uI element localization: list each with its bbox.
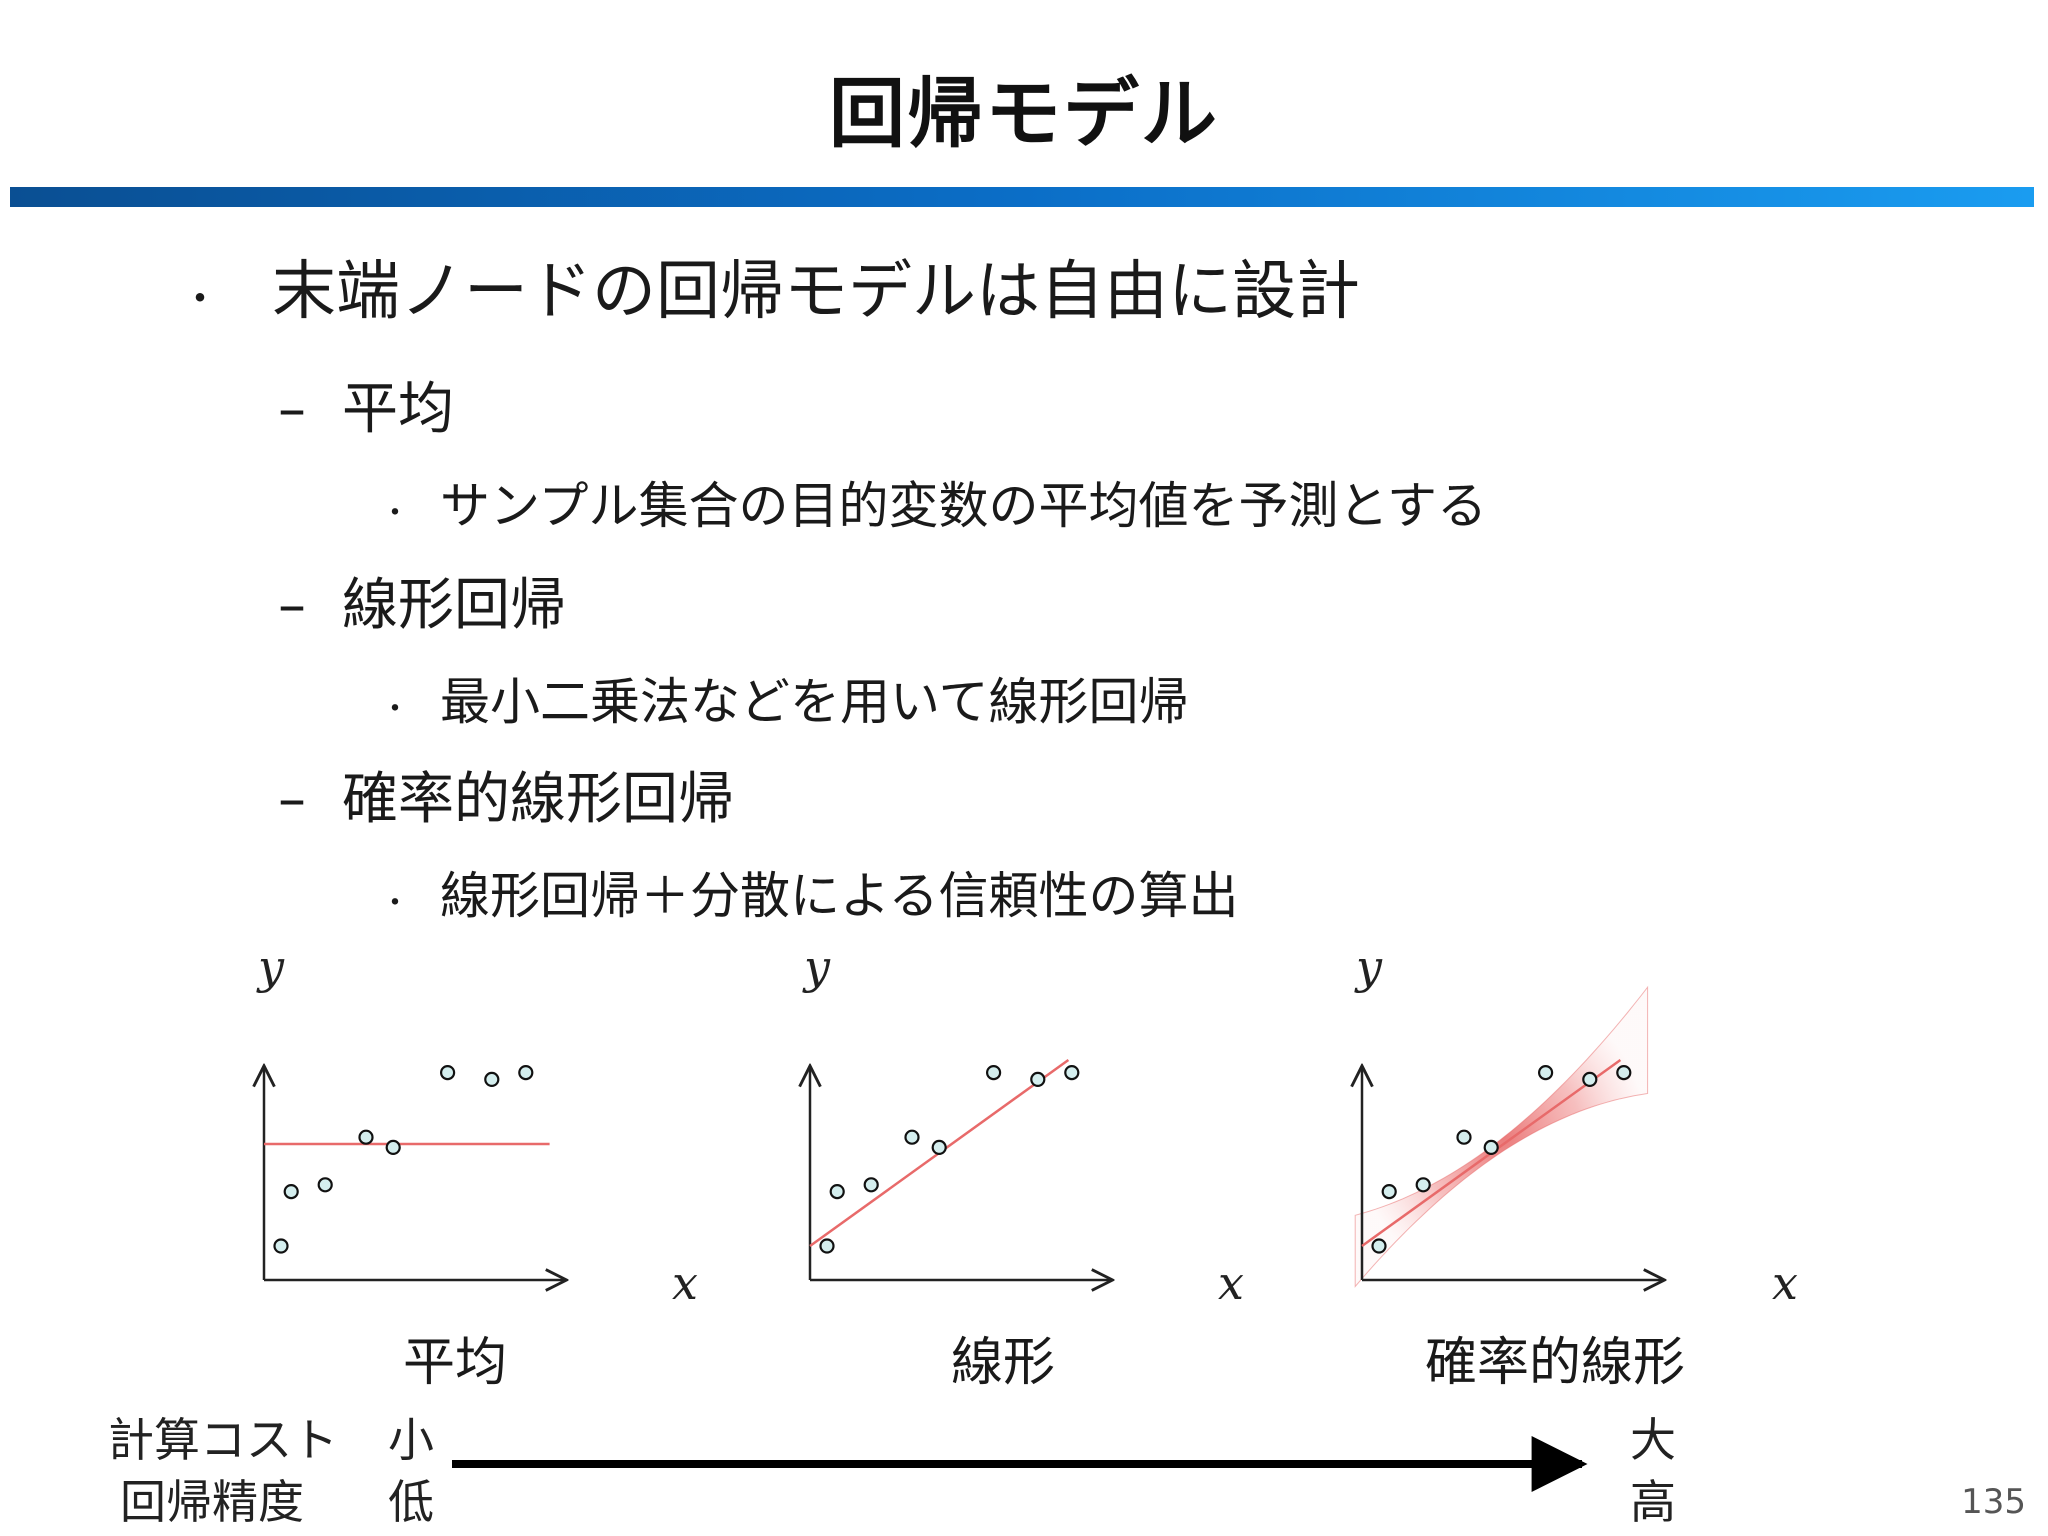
detail-linear-text: 最小二乗法などを用いて線形回帰 [440, 673, 1189, 731]
plot3-caption: 確率的線形 [1424, 1333, 1685, 1393]
bullet-main-text: 末端ノードの回帰モデルは自由に設計 [272, 255, 1360, 329]
accuracy-label: 回帰精度 [120, 1475, 304, 1529]
sub-bullet-probabilistic-label: 確率的線形回帰 [342, 767, 734, 832]
bullet-dot: ・ [180, 276, 220, 323]
detail-average: ・サンプル集合の目的変数の平均値を予測とする [380, 466, 1487, 538]
plot2-data-point [1064, 1064, 1080, 1081]
sub-bullet-linear: – 線形回帰 [278, 560, 566, 641]
sub-bullet-probabilistic: – 確率的線形回帰 [278, 754, 734, 835]
slide-title: 回帰モデル [829, 69, 1219, 158]
plot3-data-point [1582, 1071, 1598, 1088]
accuracy-high: 高 [1630, 1475, 1676, 1529]
sub-bullet-linear-label: 線形回帰 [342, 573, 566, 638]
plot1-data-point [358, 1129, 374, 1145]
bullet-main: ・ 末端ノードの回帰モデルは自由に設計 [180, 240, 1360, 332]
plot3-data-point [1456, 1129, 1472, 1145]
plot2-data-point [863, 1177, 879, 1193]
bullet-dot: ・ [380, 495, 410, 531]
accuracy-low: 低 [388, 1475, 434, 1529]
plot2-data-point [985, 1064, 1002, 1081]
plot2-x-label: x [1218, 1256, 1244, 1310]
bullet-dot: ・ [380, 885, 410, 921]
plot2-data-point [931, 1139, 947, 1156]
plot1-data-point [317, 1177, 333, 1193]
plot1-data-point [283, 1183, 299, 1200]
plot1-data-point [273, 1238, 289, 1254]
plot3-data-point [1537, 1064, 1554, 1081]
plot2-caption: 線形 [950, 1333, 1055, 1393]
plot3-data-point [1381, 1183, 1397, 1200]
plot3-data-point [1616, 1064, 1632, 1081]
plot2-data-point [1030, 1071, 1046, 1088]
cost-high: 大 [1630, 1413, 1676, 1467]
plot2-data-point [829, 1183, 845, 1200]
detail-linear: ・最小二乗法などを用いて線形回帰 [380, 662, 1189, 734]
detail-probabilistic-text: 線形回帰＋分散による信頼性の算出 [440, 867, 1239, 925]
plot2-data-point [819, 1238, 835, 1254]
plot3-data-point [1415, 1177, 1431, 1193]
plot1-caption: 平均 [402, 1333, 507, 1393]
plot1-data-point [440, 1064, 456, 1081]
plot3-data-point [1371, 1238, 1387, 1254]
sub-bullet-average-label: 平均 [342, 377, 454, 442]
dash-marker: – [278, 767, 306, 832]
detail-probabilistic: ・線形回帰＋分散による信頼性の算出 [380, 856, 1239, 928]
title-underline-bar [10, 187, 2034, 207]
plot3-x-label: x [1772, 1256, 1798, 1310]
plot2-y-label: y [804, 940, 830, 994]
page-number: 135 [1961, 1482, 2026, 1522]
detail-average-text: サンプル集合の目的変数の平均値を予測とする [440, 477, 1487, 535]
plot3-data-point [1483, 1139, 1499, 1156]
dash-marker: – [278, 377, 306, 442]
cost-label: 計算コスト [108, 1413, 338, 1467]
plot1-y-label: y [258, 940, 284, 994]
dash-marker: – [278, 573, 306, 638]
sub-bullet-average: – 平均 [278, 364, 454, 445]
plot1-data-point [484, 1071, 500, 1088]
plot2-data-point [904, 1129, 920, 1145]
plot1-data-point [385, 1139, 401, 1156]
bullet-dot: ・ [380, 691, 410, 727]
plot1-data-point [518, 1064, 534, 1081]
plot1-x-label: x [672, 1256, 698, 1310]
cost-low: 小 [388, 1413, 434, 1467]
plot3-confidence-band [1354, 985, 1649, 1288]
plot3-y-label: y [1356, 940, 1382, 994]
